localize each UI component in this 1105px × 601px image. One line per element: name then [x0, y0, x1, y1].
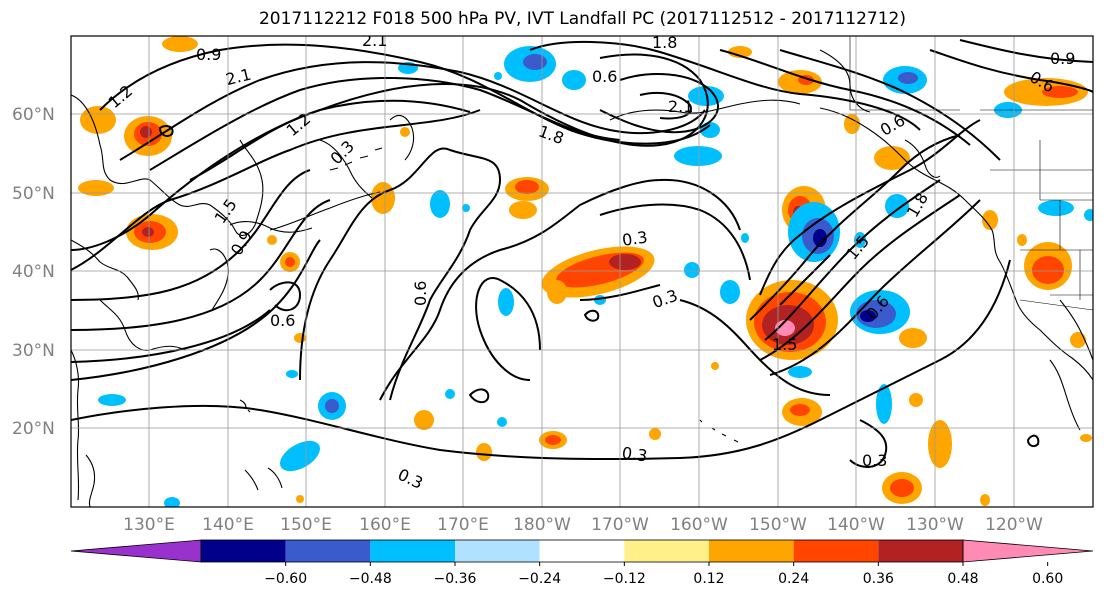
colorbar-tick-label: −0.48	[349, 571, 392, 587]
lat-label: 20°N	[12, 419, 55, 439]
colorbar-swatch	[793, 540, 879, 562]
colorbar-outline	[200, 539, 964, 563]
colorbar-swatch	[624, 540, 709, 562]
colorbar-swatch	[201, 540, 286, 562]
lon-label: 120°W	[985, 515, 1043, 535]
colorbar-ticks: −0.60 −0.48 −0.36 −0.24 −0.12 0.12 0.24 0.36 0.4…	[264, 562, 1063, 587]
colorbar-swatch	[370, 540, 455, 562]
lon-label: 130°W	[906, 515, 964, 535]
contour-label: 0.6	[411, 281, 430, 306]
contour-label: 0.6	[270, 311, 295, 330]
colorbar-swatch	[455, 540, 540, 562]
lon-label: 160°E	[359, 515, 411, 535]
lon-label: 170°E	[437, 515, 489, 535]
lat-label: 30°N	[12, 341, 55, 361]
colorbar-tick-label: 0.24	[778, 571, 809, 587]
pv-contours	[71, 39, 1093, 468]
colorbar-swatch	[878, 540, 963, 562]
contour-label: 0.9	[196, 45, 221, 64]
colorbar-tick-label: −0.60	[264, 571, 307, 587]
lon-label: 140°W	[827, 515, 885, 535]
lon-label: 150°W	[749, 515, 807, 535]
lon-label: 170°W	[591, 515, 649, 535]
colorbar-tick-label: −0.24	[518, 571, 561, 587]
contour-label: 0.6	[592, 67, 617, 86]
colorbar-swatch	[709, 540, 794, 562]
colorbar	[70, 539, 1094, 563]
longitude-labels: 130°E 140°E 150°E 160°E 170°E 180°W 170°…	[123, 515, 1043, 535]
lat-label: 50°N	[12, 184, 55, 204]
contour-label: 0.3	[862, 451, 887, 470]
lat-label: 60°N	[12, 105, 55, 125]
map-title: 2017112212 F018 500 hPa PV, IVT Landfall…	[258, 9, 906, 29]
colorbar-tick-label: 0.60	[1032, 571, 1063, 587]
colorbar-extend-low	[70, 539, 202, 563]
colorbar-tick-label: 0.12	[693, 571, 724, 587]
colorbar-swatch	[539, 540, 625, 562]
contour-label: 2.1	[668, 97, 693, 116]
contour-label: 1.8	[652, 33, 677, 52]
colorbar-swatch	[285, 540, 371, 562]
lon-label: 130°E	[123, 515, 175, 535]
political-borders	[849, 36, 1093, 311]
colorbar-tick-label: −0.36	[434, 571, 477, 587]
contour-label: 1.5	[772, 335, 797, 354]
lon-label: 160°W	[670, 515, 728, 535]
gridlines	[71, 36, 1093, 507]
colorbar-extend-high	[962, 539, 1094, 563]
map-frame	[70, 35, 1094, 508]
contour-label: 0.9	[1050, 49, 1075, 68]
colorbar-tick-label: −0.12	[603, 571, 646, 587]
contour-label: 2.1	[362, 31, 387, 50]
lon-label: 140°E	[202, 515, 254, 535]
colorbar-tick-label: 0.36	[863, 571, 894, 587]
latitude-labels: 60°N 50°N 40°N 30°N 20°N	[12, 105, 55, 439]
lon-label: 150°E	[280, 515, 332, 535]
lon-label: 180°W	[513, 515, 571, 535]
lat-label: 40°N	[12, 262, 55, 282]
contour-label: 0.3	[621, 227, 649, 249]
contour-label: 0.3	[621, 443, 649, 465]
colorbar-tick-label: 0.48	[947, 571, 978, 587]
positive-anomaly-shading	[78, 36, 1092, 506]
